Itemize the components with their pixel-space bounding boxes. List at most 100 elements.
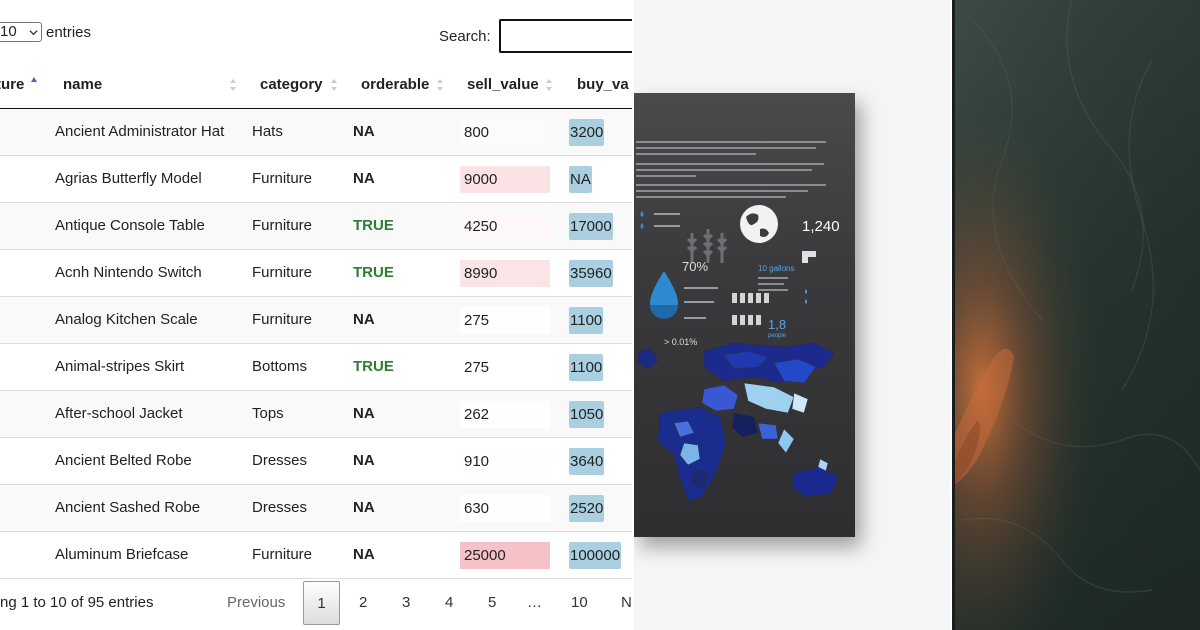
column-header-label: category <box>260 76 323 93</box>
cell-category: Furniture <box>252 546 313 563</box>
cell-category: Furniture <box>252 264 313 281</box>
table-row[interactable]: Antique Console Table Furniture TRUE 4250 17… <box>0 203 632 250</box>
table-row[interactable]: Agrias Butterfly Model Furniture NA 9000 NA <box>0 156 632 203</box>
cell-orderable: NA <box>353 546 375 563</box>
chevron-down-icon <box>29 30 38 36</box>
crumpled-fabric-image <box>952 0 1200 630</box>
cell-buy-value: 100000 <box>569 542 622 569</box>
cell-sell-value: 8990 <box>460 260 550 287</box>
cell-buy-value: 3640 <box>569 448 605 475</box>
cell-name: Antique Console Table <box>55 217 205 234</box>
cell-name: Aluminum Briefcase <box>55 546 189 563</box>
table-row[interactable]: After-school Jacket Tops NA 262 1050 <box>0 391 632 438</box>
page-length-value: 10 <box>0 23 17 40</box>
table-footer: ng 1 to 10 of 95 entries Previous 1 2 3 … <box>0 578 632 630</box>
cell-sell-value: 262 <box>460 401 550 428</box>
column-header-category[interactable]: category <box>260 62 340 108</box>
table-row[interactable]: Animal-stripes Skirt Bottoms TRUE 275 1100 <box>0 344 632 391</box>
sort-icon <box>546 79 552 91</box>
cell-name: Acnh Nintendo Switch <box>55 264 202 281</box>
globe-icon <box>740 205 778 243</box>
sort-icon <box>437 79 443 91</box>
cell-name: Ancient Sashed Robe <box>55 499 201 516</box>
column-header-buy-value[interactable]: buy_va <box>577 62 629 108</box>
cell-buy-value: 1050 <box>569 401 605 428</box>
cell-category: Furniture <box>252 217 313 234</box>
fabric-photo <box>952 0 1200 630</box>
cell-category: Dresses <box>252 452 308 469</box>
column-header-feature[interactable]: ture <box>0 62 37 108</box>
column-header-name[interactable]: name <box>63 62 238 108</box>
page-length-suffix: entries <box>46 23 92 41</box>
table-row[interactable]: Acnh Nintendo Switch Furniture TRUE 8990 359… <box>0 250 632 297</box>
cell-name: After-school Jacket <box>55 405 183 422</box>
cell-sell-value: 275 <box>460 307 550 334</box>
cell-category: Hats <box>252 123 283 140</box>
poster-stat-people: people <box>768 333 787 339</box>
poster-stat-70: 70% <box>682 259 708 274</box>
pagination-page-4[interactable]: 4 <box>445 594 454 611</box>
cell-sell-value: 800 <box>460 119 550 146</box>
table-header: ture name category orderable sell_value … <box>0 62 632 110</box>
table-row[interactable]: Aluminum Briefcase Furniture NA 25000 100000 <box>0 532 632 579</box>
column-header-sell-value[interactable]: sell_value <box>467 62 557 108</box>
cell-sell-value: 910 <box>460 448 550 475</box>
cell-orderable: NA <box>353 499 375 516</box>
sort-icon <box>230 79 236 91</box>
page-length-control: 10 entries <box>0 22 91 42</box>
cell-name: Animal-stripes Skirt <box>55 358 185 375</box>
cell-buy-value: NA <box>569 166 592 193</box>
column-header-orderable[interactable]: orderable <box>361 62 447 108</box>
cell-orderable: TRUE <box>353 217 394 234</box>
cell-category: Tops <box>252 405 284 422</box>
pagination-page-5[interactable]: 5 <box>488 594 497 611</box>
table-info: ng 1 to 10 of 95 entries <box>0 594 154 611</box>
cell-category: Furniture <box>252 170 313 187</box>
cell-buy-value: 17000 <box>569 213 613 240</box>
column-header-label: buy_va <box>577 76 629 93</box>
pagination-previous[interactable]: Previous <box>227 594 286 611</box>
cell-sell-value: 630 <box>460 495 550 522</box>
cell-orderable: NA <box>353 123 375 140</box>
infographic-poster-mockup: 1,240 70% 10 gallons <box>634 0 950 630</box>
column-header-label: sell_value <box>467 76 539 93</box>
cell-name: Analog Kitchen Scale <box>55 311 198 328</box>
pagination-page-2[interactable]: 2 <box>359 594 368 611</box>
column-header-label: orderable <box>361 76 430 93</box>
poster-stat-001: > 0.01% <box>664 337 697 347</box>
cell-orderable: NA <box>353 311 375 328</box>
table-row[interactable]: Ancient Belted Robe Dresses NA 910 3640 <box>0 438 632 485</box>
poster: 1,240 70% 10 gallons <box>634 93 855 537</box>
page-length-select[interactable]: 10 <box>0 22 42 42</box>
table-row[interactable]: Ancient Administrator Hat Hats NA 800 3200 <box>0 109 632 156</box>
search-input[interactable] <box>498 19 632 53</box>
cell-category: Furniture <box>252 311 313 328</box>
faucet-icon <box>802 251 816 263</box>
cell-orderable: NA <box>353 452 375 469</box>
pagination-page-10[interactable]: 10 <box>571 594 588 611</box>
cell-sell-value: 9000 <box>460 166 550 193</box>
datatable-screenshot: 10 entries Search: ture name category or… <box>0 19 632 630</box>
cell-orderable: NA <box>353 405 375 422</box>
cell-buy-value: 1100 <box>569 307 604 334</box>
sort-icon <box>331 79 337 91</box>
poster-stat-1-8: 1,8 <box>768 317 786 332</box>
poster-stat-10-gallons: 10 gallons <box>758 264 794 273</box>
search-label: Search: <box>439 27 491 45</box>
cell-buy-value: 35960 <box>569 260 613 287</box>
pagination-next[interactable]: N <box>621 594 632 611</box>
cell-sell-value: 275 <box>460 354 550 381</box>
column-header-label: name <box>63 76 103 93</box>
cell-sell-value: 4250 <box>460 213 550 240</box>
pagination-ellipsis: … <box>527 594 542 611</box>
pagination-page-3[interactable]: 3 <box>402 594 411 611</box>
cell-category: Bottoms <box>252 358 308 375</box>
search-control: Search: <box>439 19 632 53</box>
table-row[interactable]: Analog Kitchen Scale Furniture NA 275 1100 <box>0 297 632 344</box>
pagination-page-1[interactable]: 1 <box>303 581 340 625</box>
table-row[interactable]: Ancient Sashed Robe Dresses NA 630 2520 <box>0 485 632 532</box>
cell-sell-value: 25000 <box>460 542 550 569</box>
panel-divider <box>952 0 955 630</box>
cell-buy-value: 2520 <box>569 495 605 522</box>
cell-name: Ancient Administrator Hat <box>55 123 225 140</box>
